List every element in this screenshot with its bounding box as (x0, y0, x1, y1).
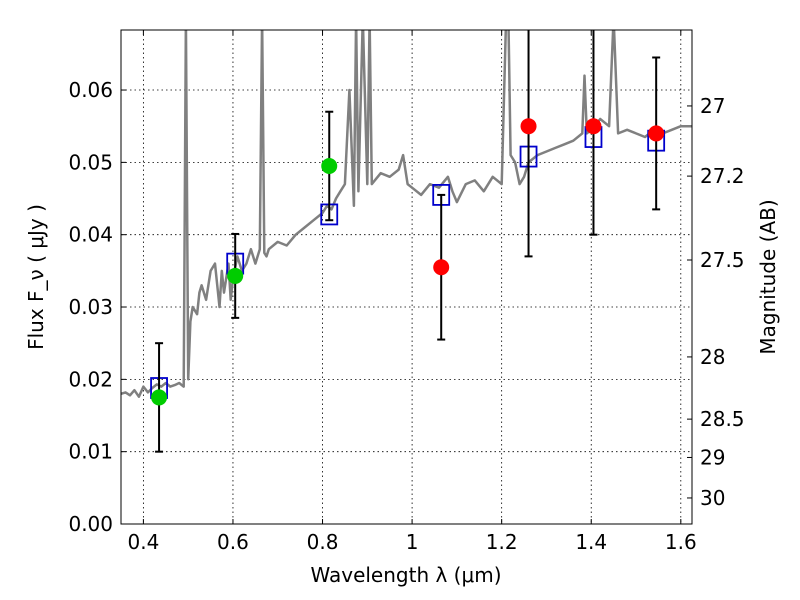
x-tick-label: 0.4 (127, 530, 159, 554)
red-data-point (520, 118, 537, 135)
mag-tick-label: 28.5 (700, 407, 745, 431)
y-tick-label: 0.06 (68, 78, 113, 102)
model-spectrum-line (121, 30, 692, 398)
y-tick-label: 0.00 (68, 512, 113, 536)
green-data-point (151, 389, 168, 406)
mag-tick-label: 27.2 (700, 164, 745, 188)
x-tick-label: 1.4 (575, 530, 607, 554)
mag-tick-label: 29 (700, 445, 725, 469)
mag-tick-label: 27.5 (700, 248, 745, 272)
mag-tick-label: 28 (700, 345, 725, 369)
plot-frame (120, 29, 693, 525)
x-tick-label: 1.2 (486, 530, 518, 554)
data-layer (121, 30, 692, 453)
x-tick-label: 0.6 (217, 530, 249, 554)
y-axis-title-right: Magnitude (AB) (756, 199, 780, 354)
x-tick-label: 1.6 (665, 530, 697, 554)
y-tick-label: 0.01 (68, 440, 113, 464)
x-tick-label: 1 (406, 530, 419, 554)
mag-tick-label: 27 (700, 94, 725, 118)
red-data-point (585, 118, 602, 135)
y-axis-title: Flux F_ν ( μJy ) (24, 204, 48, 350)
red-data-point (433, 259, 450, 276)
green-data-point (227, 267, 244, 284)
y-tick-label: 0.02 (68, 367, 113, 391)
y-tick-label: 0.05 (68, 150, 113, 174)
grid-lines (121, 30, 692, 525)
mag-tick-label: 30 (700, 486, 725, 510)
y-tick-label: 0.03 (68, 295, 113, 319)
x-tick-label: 0.8 (307, 530, 339, 554)
red-data-point (648, 125, 665, 142)
axis-ticks: 0.4 0.6 0.8 1 1.2 1.4 1.6 0.00 0.01 0.02 0.03 0.04 0… (68, 30, 745, 554)
green-data-point (321, 157, 338, 174)
x-axis-title: Wavelength λ (μm) (310, 563, 501, 587)
y-tick-label: 0.04 (68, 223, 113, 247)
